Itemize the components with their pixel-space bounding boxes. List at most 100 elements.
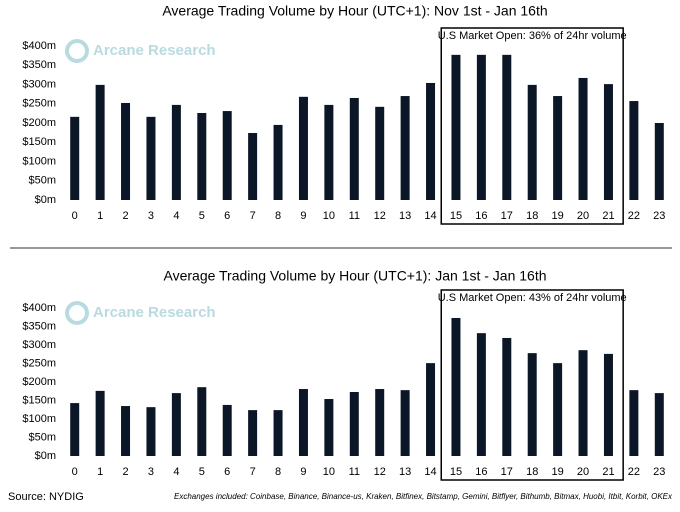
bar (298, 96, 308, 200)
x-tick-label: 17 (501, 210, 513, 222)
bar (375, 106, 385, 200)
logo (65, 39, 89, 63)
x-tick-label: 13 (399, 466, 411, 478)
bar (197, 112, 207, 200)
bar (426, 82, 436, 200)
highlight-box (440, 27, 624, 225)
highlight-box (440, 289, 624, 481)
x-tick-label: 5 (199, 210, 205, 222)
x-tick-label: 21 (602, 466, 614, 478)
bar (222, 404, 232, 456)
bar (146, 116, 156, 200)
x-tick-label: 0 (72, 210, 78, 222)
y-tick-label: $50m (28, 431, 56, 443)
bar (121, 406, 131, 456)
bar (527, 353, 537, 456)
y-tick-label: $200m (22, 376, 56, 388)
x-tick-label: 15 (450, 210, 462, 222)
bar (654, 123, 664, 200)
bar (603, 353, 613, 456)
x-tick-label: 9 (300, 210, 306, 222)
x-tick-label: 8 (275, 210, 281, 222)
y-tick-label: $0m (35, 194, 56, 206)
x-tick-label: 2 (122, 210, 128, 222)
x-tick-label: 8 (275, 466, 281, 478)
x-tick-label: 3 (148, 210, 154, 222)
x-tick-label: 16 (475, 466, 487, 478)
bar (502, 337, 512, 456)
bar (502, 54, 512, 201)
bar (273, 410, 283, 456)
bar (121, 102, 131, 200)
bar (629, 101, 639, 200)
bar (349, 97, 359, 200)
bar (400, 96, 410, 200)
x-tick-label: 22 (628, 466, 640, 478)
bar (349, 391, 359, 456)
x-tick-label: 3 (148, 466, 154, 478)
bar (603, 84, 613, 200)
x-tick-label: 12 (374, 466, 386, 478)
bar (426, 363, 436, 456)
x-tick-label: 16 (475, 210, 487, 222)
bar (248, 133, 258, 200)
bar (298, 389, 308, 456)
x-tick-label: 14 (424, 466, 436, 478)
x-tick-label: 11 (349, 210, 360, 222)
x-tick-label: 11 (349, 466, 360, 478)
y-tick-label: $300m (22, 339, 56, 351)
x-tick-label: 4 (173, 210, 179, 222)
y-tick-label: $350m (22, 59, 56, 71)
y-tick-label: $350m (22, 320, 56, 332)
y-tick-label: $250m (22, 357, 56, 369)
bar (171, 104, 181, 200)
x-tick-label: 2 (122, 466, 128, 478)
bar (451, 317, 461, 456)
x-tick-label: 7 (250, 210, 256, 222)
x-tick-label: 4 (173, 466, 179, 478)
bar (654, 393, 664, 456)
y-tick-label: $250m (22, 98, 56, 110)
bar (146, 407, 156, 456)
y-tick-label: $100m (22, 155, 56, 167)
bar (476, 333, 486, 456)
x-tick-label: 23 (653, 466, 665, 478)
note: Exchanges included: Coinbase, Binance, B… (174, 492, 673, 501)
bar (553, 96, 563, 200)
y-tick-label: $400m (22, 302, 56, 314)
bar (375, 389, 385, 456)
x-tick-label: 23 (653, 210, 665, 222)
x-tick-label: 19 (552, 210, 564, 222)
x-tick-label: 7 (250, 466, 256, 478)
chart-title: Average Trading Volume by Hour (UTC+1): … (162, 3, 547, 19)
y-tick-label: $400m (22, 40, 56, 52)
bar (629, 390, 639, 456)
bar (222, 111, 232, 200)
bar (95, 390, 105, 456)
x-tick-label: 6 (224, 466, 230, 478)
bar (553, 363, 563, 456)
bar (476, 54, 486, 201)
y-tick-label: $150m (22, 394, 56, 406)
bar (70, 116, 80, 200)
bar (197, 387, 207, 456)
y-tick-label: $100m (22, 413, 56, 425)
bar (451, 54, 461, 201)
x-tick-label: 17 (501, 466, 513, 478)
y-tick-label: $300m (22, 78, 56, 90)
chart-title: Average Trading Volume by Hour (UTC+1): … (164, 268, 547, 284)
y-tick-label: $0m (35, 450, 56, 462)
bar (95, 84, 105, 200)
bar (70, 403, 80, 456)
bar (578, 77, 588, 200)
x-tick-label: 20 (577, 466, 589, 478)
bar (527, 84, 537, 200)
logo (65, 301, 89, 325)
y-tick-label: $150m (22, 136, 56, 148)
x-tick-label: 0 (72, 466, 78, 478)
x-tick-label: 10 (323, 210, 335, 222)
x-tick-label: 15 (450, 466, 462, 478)
x-tick-label: 1 (97, 210, 103, 222)
x-tick-label: 14 (424, 210, 436, 222)
